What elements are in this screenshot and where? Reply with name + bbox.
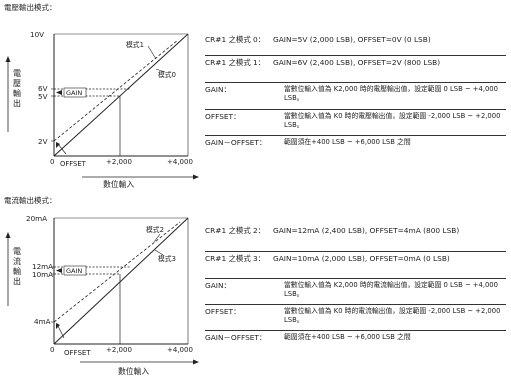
voltage-y-tick-10v: 10V (30, 30, 44, 39)
current-gain-arrow (56, 268, 62, 273)
current-x-title-arrowhead (193, 359, 199, 365)
voltage-mode0-leader (155, 68, 166, 73)
voltage-row-gain-offset: GAIN－OFFSET： 範圍須在+400 LSB ~ +6,000 LSB 之… (205, 136, 506, 153)
voltage-y-title-char-2: 壓 (13, 79, 21, 88)
voltage-gain-label: GAIN (66, 89, 82, 97)
voltage-row-mode0-label: CR#1 之模式 0： (205, 35, 266, 44)
current-row-gain: GAIN： 當數位輸入值為 K2,000 時的電流輸出值，設定範圍 0 LSB … (205, 279, 506, 305)
current-y-title-char-4: 出 (13, 276, 21, 286)
current-offset-leader (57, 325, 65, 339)
current-row-gain-offset-label: GAIN－OFFSET： (205, 333, 267, 342)
current-y-tick-4ma: 4mA (34, 317, 51, 326)
voltage-x-title-arrowhead (193, 174, 199, 180)
voltage-mode1-label: 模式1 (126, 40, 144, 49)
voltage-x-tick-0: 0 (50, 158, 54, 166)
current-row-gain-value: 當數位輸入值為 K2,000 時的電流輸出值，設定範圍 0 LSB ~ +4,0… (284, 281, 498, 298)
voltage-y-tick-5v: 5V (38, 92, 48, 101)
current-offset-label: OFFSET (64, 349, 91, 357)
current-gain-label: GAIN (66, 267, 82, 275)
voltage-row-mode0-value: GAIN=5V (2,000 LSB), OFFSET=0V (0 LSB) (273, 35, 431, 44)
voltage-output-diagram: 電 壓 輸 出 10V 6V 5V 2V GAIN 模式1 模式0 OFFSET… (5, 30, 199, 189)
voltage-section-title: 電壓輸出模式： (4, 3, 57, 12)
voltage-mode1-leader (147, 45, 157, 60)
voltage-offset-leader (57, 143, 67, 155)
current-row-gain-label: GAIN： (205, 281, 231, 290)
voltage-y-title-char-3: 輸 (13, 88, 21, 98)
voltage-gain-box (63, 87, 87, 98)
voltage-row-mode0: CR#1 之模式 0： GAIN=5V (2,000 LSB), OFFSET=… (205, 33, 506, 56)
voltage-spec-table: CR#1 之模式 0： GAIN=5V (2,000 LSB), OFFSET=… (205, 33, 506, 153)
current-gain-box (63, 265, 87, 276)
current-row-mode2-value: GAIN=12mA (2,400 LSB), OFFSET=4mA (800 L… (273, 226, 460, 235)
current-x-tick-2000: +2,000 (106, 346, 132, 354)
voltage-y-tick-6v: 6V (38, 84, 48, 93)
current-row-mode3-value: GAIN=10mA (2,000 LSB), OFFSET=0mA (0 LSB… (273, 254, 450, 263)
voltage-gain-arrow (56, 90, 62, 95)
current-x-title: 數位輸入 (118, 366, 149, 376)
current-y-title-arrowhead (5, 232, 11, 238)
current-y-tick-10ma: 10mA (32, 270, 53, 279)
current-x-tick-0: 0 (50, 346, 54, 354)
current-row-mode2-label: CR#1 之模式 2： (205, 226, 266, 235)
current-mode3-label: 模式3 (158, 254, 176, 263)
voltage-y-title-char-1: 電 (13, 69, 21, 78)
current-row-offset-value: 當數位輸入值為 K0 時的電流輸出值，設定範圍 -2,000 LSB ~ +2,… (284, 307, 501, 324)
current-row-mode2: CR#1 之模式 2： GAIN=12mA (2,400 LSB), OFFSE… (205, 224, 506, 252)
current-row-offset-label: OFFSET： (205, 307, 241, 316)
voltage-y-title-char-4: 出 (13, 98, 21, 108)
current-mode2-leader (153, 233, 161, 243)
current-y-tick-12ma: 12mA (32, 262, 53, 271)
voltage-mode0-line (53, 33, 189, 157)
voltage-row-mode1-value: GAIN=6V (2,400 LSB), OFFSET=2V (800 LSB) (273, 58, 441, 67)
voltage-y-title-arrowhead (5, 56, 11, 62)
current-y-tick-20ma: 20mA (26, 214, 47, 223)
current-row-gain-offset: GAIN－OFFSET： 範圍須在+400 LSB ~ +6,000 LSB 之… (205, 331, 506, 347)
current-mode3-leader (154, 249, 164, 256)
current-section-title: 電流輸出模式： (4, 196, 57, 205)
current-output-diagram: 電 流 輸 出 20mA 12mA 10mA 4mA GAIN 模式2 模式3 … (5, 214, 199, 376)
current-mode2-line (53, 221, 181, 323)
voltage-row-gain: GAIN： 當數位輸入值為 K2,000 時的電壓輸出值，設定範圍 0 LSB … (205, 83, 506, 110)
current-y-title-char-3: 輸 (13, 266, 21, 276)
voltage-row-offset-value: 當數位輸入值為 K0 時的電壓輸出值，設定範圍 -2,000 LSB ~ +2,… (284, 112, 501, 129)
voltage-row-offset: OFFSET： 當數位輸入值為 K0 時的電壓輸出值，設定範圍 -2,000 L… (205, 110, 506, 136)
voltage-row-mode1: CR#1 之模式 1： GAIN=6V (2,400 LSB), OFFSET=… (205, 56, 506, 83)
voltage-row-mode1-label: CR#1 之模式 1： (205, 58, 266, 67)
voltage-row-gain-offset-value: 範圍須在+400 LSB ~ +6,000 LSB 之間 (284, 138, 411, 146)
voltage-row-gain-value: 當數位輸入值為 K2,000 時的電壓輸出值，設定範圍 0 LSB ~ +4,0… (284, 85, 498, 102)
voltage-row-offset-label: OFFSET： (205, 112, 241, 121)
current-y-title-char-2: 流 (13, 256, 21, 266)
voltage-x-tick-4000: +4,000 (167, 158, 193, 166)
voltage-mode0-label: 模式0 (158, 70, 176, 79)
current-x-tick-4000: +4,000 (167, 346, 193, 354)
voltage-offset-arrowhead (56, 142, 60, 148)
current-mode3-line (53, 217, 189, 345)
voltage-mode1-line (53, 39, 179, 142)
voltage-row-gain-offset-label: GAIN－OFFSET： (205, 138, 267, 147)
current-row-mode3: CR#1 之模式 3： GAIN=10mA (2,000 LSB), OFFSE… (205, 252, 506, 279)
voltage-x-tick-2000: +2,000 (106, 158, 132, 166)
voltage-offset-label: OFFSET (60, 160, 87, 168)
current-offset-arrowhead (56, 323, 60, 329)
current-spec-table: CR#1 之模式 2： GAIN=12mA (2,400 LSB), OFFSE… (205, 224, 506, 347)
voltage-y-tick-2v: 2V (38, 137, 48, 146)
current-mode2-label: 模式2 (146, 225, 164, 234)
voltage-x-title: 數位輸入 (103, 179, 134, 189)
current-y-title-char-1: 電 (13, 247, 21, 256)
current-row-offset: OFFSET： 當數位輸入值為 K0 時的電流輸出值，設定範圍 -2,000 L… (205, 305, 506, 331)
current-row-mode3-label: CR#1 之模式 3： (205, 254, 266, 263)
current-row-gain-offset-value: 範圍須在+400 LSB ~ +6,000 LSB 之間 (284, 333, 411, 341)
voltage-row-gain-label: GAIN： (205, 85, 231, 94)
